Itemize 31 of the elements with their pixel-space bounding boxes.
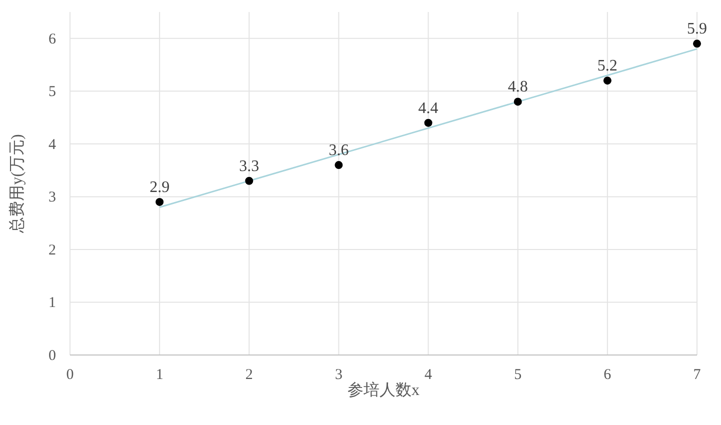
- y-tick-label: 1: [48, 295, 56, 312]
- data-label: 4.4: [418, 100, 438, 117]
- y-tick-label: 0: [48, 348, 56, 364]
- data-label: 5.9: [687, 20, 707, 38]
- x-tick-label: 1: [156, 367, 164, 383]
- x-tick-label: 6: [604, 367, 612, 383]
- data-label: 3.6: [328, 142, 349, 160]
- y-tick-label: 4: [48, 136, 56, 153]
- point: [514, 98, 522, 106]
- y-tick-label: 6: [48, 31, 56, 48]
- x-tick-label: 2: [245, 367, 253, 383]
- y-axis-title: 总费用y(万元): [8, 134, 26, 234]
- x-axis-title: 参培人数x: [348, 381, 420, 399]
- data-label: 2.9: [150, 178, 170, 196]
- point: [156, 198, 164, 206]
- point: [334, 161, 343, 170]
- point: [693, 40, 701, 48]
- point: [245, 176, 254, 185]
- data-label: 5.2: [597, 58, 618, 75]
- x-tick-label: 0: [66, 367, 74, 383]
- data-label: 3.3: [239, 158, 260, 175]
- point: [424, 118, 432, 127]
- x-tick-label: 5: [514, 367, 522, 383]
- x-tick-label: 3: [334, 367, 342, 383]
- x-tick-label: 4: [424, 367, 433, 383]
- x-tick-label: 7: [693, 367, 702, 383]
- point: [603, 76, 612, 85]
- y-tick-label: 2: [48, 242, 56, 258]
- y-tick-label: 5: [48, 84, 56, 100]
- y-tick-label: 3: [48, 190, 56, 206]
- data-label: 4.8: [508, 78, 528, 96]
